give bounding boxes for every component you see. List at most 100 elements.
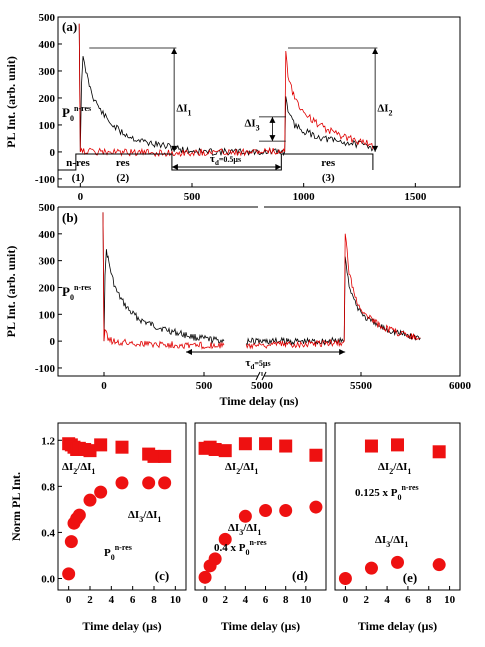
panel-e-series-1-name: ΔI2/ΔI1 xyxy=(378,461,411,476)
panel-d-series-1-point-2 xyxy=(208,442,222,456)
panel-b-series-2-line xyxy=(102,212,421,350)
panel-c-frame xyxy=(57,422,187,591)
panel-b-frame xyxy=(57,206,461,377)
panel-e-series-1-point-0 xyxy=(364,439,378,453)
panel-b-tau-label: τd=5μs xyxy=(245,357,270,371)
panel-a-ytick-label-5: 400 xyxy=(39,39,56,51)
panel-a-dI2-arrow-down xyxy=(372,145,379,152)
panel-e-series-2-point-1 xyxy=(364,561,378,575)
panel-d-series-1-point-5 xyxy=(259,437,273,451)
panel-b-ylabel: PL Int. (arb. unit) xyxy=(4,246,18,338)
panel-a-region-1-index: (1) xyxy=(72,172,85,184)
panel-c-series-2-point-8 xyxy=(142,476,156,490)
panel-a-dI3-arrow-down xyxy=(269,135,276,142)
panel-b-power-label: P0n-res xyxy=(62,283,91,302)
panel-d-series-2-point-4 xyxy=(238,509,252,523)
panel-c-xlabel: Time delay (μs) xyxy=(82,619,161,633)
panel-b-label: (b) xyxy=(62,210,78,225)
panel-a-ylabel: PL Int. (arb. unit) xyxy=(4,56,18,148)
panel-c-power-label: P0n-res xyxy=(104,543,132,562)
panel-d-series-1-name: ΔI2/ΔI1 xyxy=(225,461,258,476)
panel-d-series-2-point-6 xyxy=(279,504,293,518)
panel-d-series-2-point-5 xyxy=(259,504,273,518)
panel-c-ytick-label-0: 0.0 xyxy=(41,573,55,585)
panel-a-region-2-index: (2) xyxy=(116,172,129,184)
panel-a-ytick-label-1: 0 xyxy=(50,147,56,159)
panel-d-power-label: 0.4 x P0n-res xyxy=(214,538,267,557)
panel-a-region-3-name: res xyxy=(321,157,336,169)
panel-a-xtick-label-3: 1500 xyxy=(404,191,427,203)
panel-c-series-2-point-5 xyxy=(83,493,97,507)
panel-a-ytick-label-6: 500 xyxy=(39,12,56,24)
panel-a-ytick-label-2: 100 xyxy=(39,120,56,132)
panel-c-xtick-label-4: 8 xyxy=(151,594,157,606)
panel-d-series-2-point-0 xyxy=(198,570,212,584)
panel-b-ytick-label-5: 400 xyxy=(39,229,56,241)
panel-d-xtick-label-3: 6 xyxy=(263,594,269,606)
panel-a-dI3-arrow-up xyxy=(269,116,276,123)
panel-c-series-2-point-4 xyxy=(72,508,86,522)
panel-e-xtick-label-0: 0 xyxy=(343,594,349,606)
panel-c-xtick-label-2: 4 xyxy=(109,594,115,606)
panel-c-label: (c) xyxy=(155,568,169,583)
panel-d-xtick-label-0: 0 xyxy=(202,594,208,606)
panel-a-ytick-label-3: 200 xyxy=(39,93,56,105)
panel-a-region-1-name: n-res xyxy=(66,157,90,169)
panel-e-xlabel: Time delay (μs) xyxy=(358,619,437,633)
panel-a-xtick-label-2: 1000 xyxy=(293,191,316,203)
panel-e-series-2-point-2 xyxy=(391,555,404,569)
panel-d-xtick-label-4: 8 xyxy=(283,594,289,606)
panel-c-series-1-point-8 xyxy=(115,440,129,454)
panel-b-ytick-label-0: -100 xyxy=(35,363,56,375)
panel-c-series-1-point-6 xyxy=(83,444,97,458)
panel-a-frame xyxy=(57,16,461,188)
panel-d-xtick-label-1: 2 xyxy=(222,594,228,606)
panel-c-xtick-label-1: 2 xyxy=(87,594,93,606)
panel-e-xtick-label-1: 2 xyxy=(364,594,370,606)
panel-c-series-2-point-0 xyxy=(62,567,76,581)
panel-c-series-2-point-9 xyxy=(158,476,172,490)
panel-c-series-1-point-7 xyxy=(94,438,108,452)
panel-c-xtick-label-0: 0 xyxy=(66,594,72,606)
panel-d: 0 2 4 6 8 10 Time delay (μs) ΔI2/ΔI1 ΔI3/ΔI10.4 … xyxy=(194,422,327,633)
panel-c-series-1-name: ΔI2/ΔI1 xyxy=(62,461,95,476)
panel-e-xtick-label-5: 10 xyxy=(444,594,456,606)
panel-a-series-2-line xyxy=(78,23,374,158)
panel-e-power-label: 0.125 x P0n-res xyxy=(355,483,419,502)
panel-a-dI2-label: ΔI2 xyxy=(377,102,392,117)
panel-a-dI2-arrow-up xyxy=(372,48,379,55)
panel-e-xtick-label-3: 6 xyxy=(405,594,411,606)
panel-d-series-2-point-7 xyxy=(309,500,323,514)
panel-d-xlabel: Time delay (μs) xyxy=(221,619,300,633)
panel-b-xtick-label-2: 5000 xyxy=(251,380,274,392)
panel-b-ytick-label-2: 100 xyxy=(39,309,56,321)
panel-b-xtick-label-0: 0 xyxy=(101,380,107,392)
panel-a-dI1-arrow-up xyxy=(171,48,178,55)
panel-a-tau-label: τd=0.5μs xyxy=(210,153,241,167)
panel-e-frame xyxy=(334,422,461,591)
panel-d-xtick-label-5: 10 xyxy=(300,594,312,606)
panel-d-frame xyxy=(194,422,327,591)
panel-d-label: (d) xyxy=(292,568,308,583)
panel-b-tau-arrow-right xyxy=(339,349,346,355)
panel-d-series-2-name: ΔI3/ΔI1 xyxy=(228,522,261,537)
panel-b-xlabel: Time delay (ns) xyxy=(219,394,298,408)
panel-c-series-1-point-10 xyxy=(147,449,161,463)
panel-b-xtick-label-3: 5500 xyxy=(350,380,373,392)
panel-e-series-1-point-1 xyxy=(391,438,404,452)
panel-d-series-1-point-6 xyxy=(279,439,293,453)
panel-a-tau-arrow-right xyxy=(275,164,282,170)
panel-d-series-2-point-3 xyxy=(218,532,232,546)
panel-b-ytick-label-6: 500 xyxy=(39,202,56,214)
panel-b-ytick-label-4: 300 xyxy=(39,256,56,268)
panel-e-series-2-point-3 xyxy=(432,558,446,572)
panel-e-series-2-name: ΔI3/ΔI1 xyxy=(375,534,408,549)
panel-c-series-2-point-7 xyxy=(115,476,129,490)
panel-a-dI1-arrow-down xyxy=(171,145,178,152)
panel-c-xtick-label-3: 6 xyxy=(130,594,136,606)
panel-a-ytick-label-0: -100 xyxy=(35,174,56,186)
panel-c-series-2-name: ΔI3/ΔI1 xyxy=(128,509,161,524)
panel-b-axis-break xyxy=(255,371,267,381)
